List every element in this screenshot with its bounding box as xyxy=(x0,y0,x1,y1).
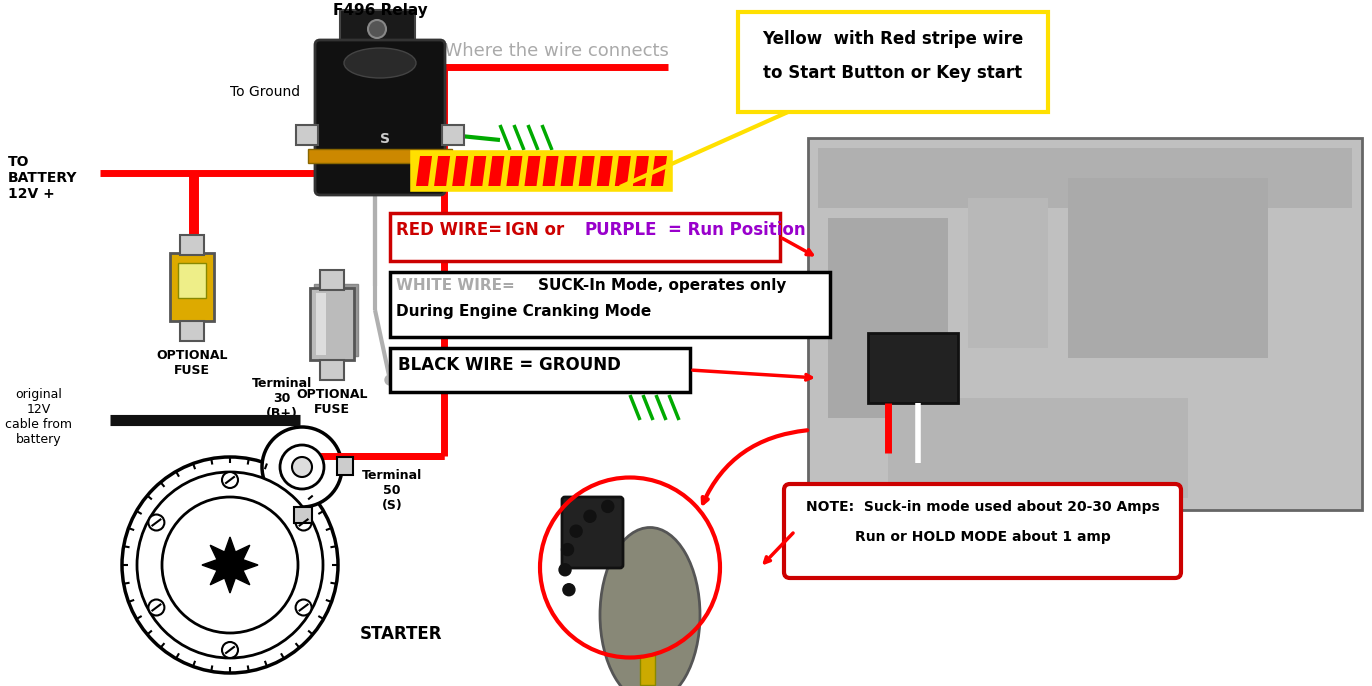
Polygon shape xyxy=(650,156,667,186)
Bar xyxy=(338,457,353,475)
FancyBboxPatch shape xyxy=(783,484,1181,578)
Text: NOTE:  Suck-in mode used about 20-30 Amps: NOTE: Suck-in mode used about 20-30 Amps xyxy=(805,500,1159,514)
Bar xyxy=(818,148,1351,208)
Text: STARTER: STARTER xyxy=(359,625,443,643)
Circle shape xyxy=(122,457,338,673)
Circle shape xyxy=(148,514,165,530)
Circle shape xyxy=(563,584,575,595)
Bar xyxy=(310,288,354,360)
Bar xyxy=(808,138,1362,510)
Text: RED WIRE=: RED WIRE= xyxy=(397,221,502,239)
Polygon shape xyxy=(542,156,558,186)
Text: During Engine Cranking Mode: During Engine Cranking Mode xyxy=(397,304,652,319)
Circle shape xyxy=(295,514,311,530)
Polygon shape xyxy=(202,537,258,593)
Bar xyxy=(294,507,311,523)
Text: TO
BATTERY
12V +: TO BATTERY 12V + xyxy=(8,155,77,202)
Circle shape xyxy=(561,543,573,556)
Text: Run or HOLD MODE about 1 amp: Run or HOLD MODE about 1 amp xyxy=(855,530,1110,544)
Polygon shape xyxy=(471,156,486,186)
Bar xyxy=(738,12,1048,112)
Bar xyxy=(320,360,344,380)
Text: PURPLE: PURPLE xyxy=(584,221,657,239)
Bar xyxy=(170,253,214,321)
Circle shape xyxy=(295,600,311,615)
Bar xyxy=(296,125,318,145)
Polygon shape xyxy=(615,156,631,186)
Polygon shape xyxy=(434,156,450,186)
Bar xyxy=(413,153,670,189)
Circle shape xyxy=(571,525,582,537)
Bar xyxy=(827,218,948,418)
Text: Terminal
50
(S): Terminal 50 (S) xyxy=(362,469,423,512)
Circle shape xyxy=(148,600,165,615)
Circle shape xyxy=(222,472,237,488)
Text: Yellow  with Red stripe wire: Yellow with Red stripe wire xyxy=(763,30,1024,48)
Ellipse shape xyxy=(344,48,416,78)
Bar xyxy=(639,655,654,685)
Text: SUCK-In Mode, operates only: SUCK-In Mode, operates only xyxy=(538,278,786,293)
Circle shape xyxy=(137,472,322,658)
Circle shape xyxy=(292,457,311,477)
Bar xyxy=(180,235,204,255)
Bar xyxy=(320,270,344,290)
FancyBboxPatch shape xyxy=(316,40,445,195)
Text: OPTIONAL
FUSE: OPTIONAL FUSE xyxy=(156,349,228,377)
FancyBboxPatch shape xyxy=(340,10,414,52)
Bar xyxy=(314,284,358,356)
Bar xyxy=(316,293,327,355)
Circle shape xyxy=(368,20,386,38)
Polygon shape xyxy=(506,156,523,186)
Text: IGN or: IGN or xyxy=(505,221,564,239)
Text: S: S xyxy=(380,132,390,146)
Text: to Start Button or Key start: to Start Button or Key start xyxy=(763,64,1022,82)
Text: original
12V
cable from
battery: original 12V cable from battery xyxy=(5,388,71,446)
Text: NOTICE Where the wire connects: NOTICE Where the wire connects xyxy=(370,42,670,60)
Polygon shape xyxy=(524,156,541,186)
Circle shape xyxy=(280,445,324,489)
Polygon shape xyxy=(597,156,613,186)
Circle shape xyxy=(262,427,342,507)
FancyBboxPatch shape xyxy=(563,497,623,568)
Circle shape xyxy=(584,510,595,522)
Bar xyxy=(1067,178,1268,358)
Bar xyxy=(390,272,830,337)
Text: BLACK WIRE = GROUND: BLACK WIRE = GROUND xyxy=(398,356,622,374)
Bar xyxy=(180,321,204,341)
Bar xyxy=(442,125,464,145)
Polygon shape xyxy=(632,156,649,186)
Bar xyxy=(888,398,1188,498)
Circle shape xyxy=(558,564,571,576)
Ellipse shape xyxy=(600,528,700,686)
Bar xyxy=(390,213,781,261)
Text: To Ground: To Ground xyxy=(230,85,300,99)
Bar xyxy=(868,333,958,403)
Text: Terminal
30
(B+): Terminal 30 (B+) xyxy=(252,377,311,420)
Text: OPTIONAL
FUSE: OPTIONAL FUSE xyxy=(296,388,368,416)
Circle shape xyxy=(222,642,237,658)
Polygon shape xyxy=(416,156,432,186)
Text: WHITE WIRE=: WHITE WIRE= xyxy=(397,278,514,293)
Polygon shape xyxy=(453,156,468,186)
Circle shape xyxy=(224,558,237,572)
Polygon shape xyxy=(579,156,594,186)
Polygon shape xyxy=(488,156,505,186)
Bar xyxy=(414,155,668,187)
Text: F496 Relay: F496 Relay xyxy=(332,3,427,18)
Bar xyxy=(390,348,690,392)
Circle shape xyxy=(386,375,395,385)
Bar xyxy=(178,263,206,298)
Circle shape xyxy=(602,500,613,512)
Polygon shape xyxy=(561,156,576,186)
Circle shape xyxy=(162,497,298,633)
Text: = Run Position: = Run Position xyxy=(668,221,805,239)
Bar xyxy=(307,150,451,163)
Bar xyxy=(969,198,1048,348)
